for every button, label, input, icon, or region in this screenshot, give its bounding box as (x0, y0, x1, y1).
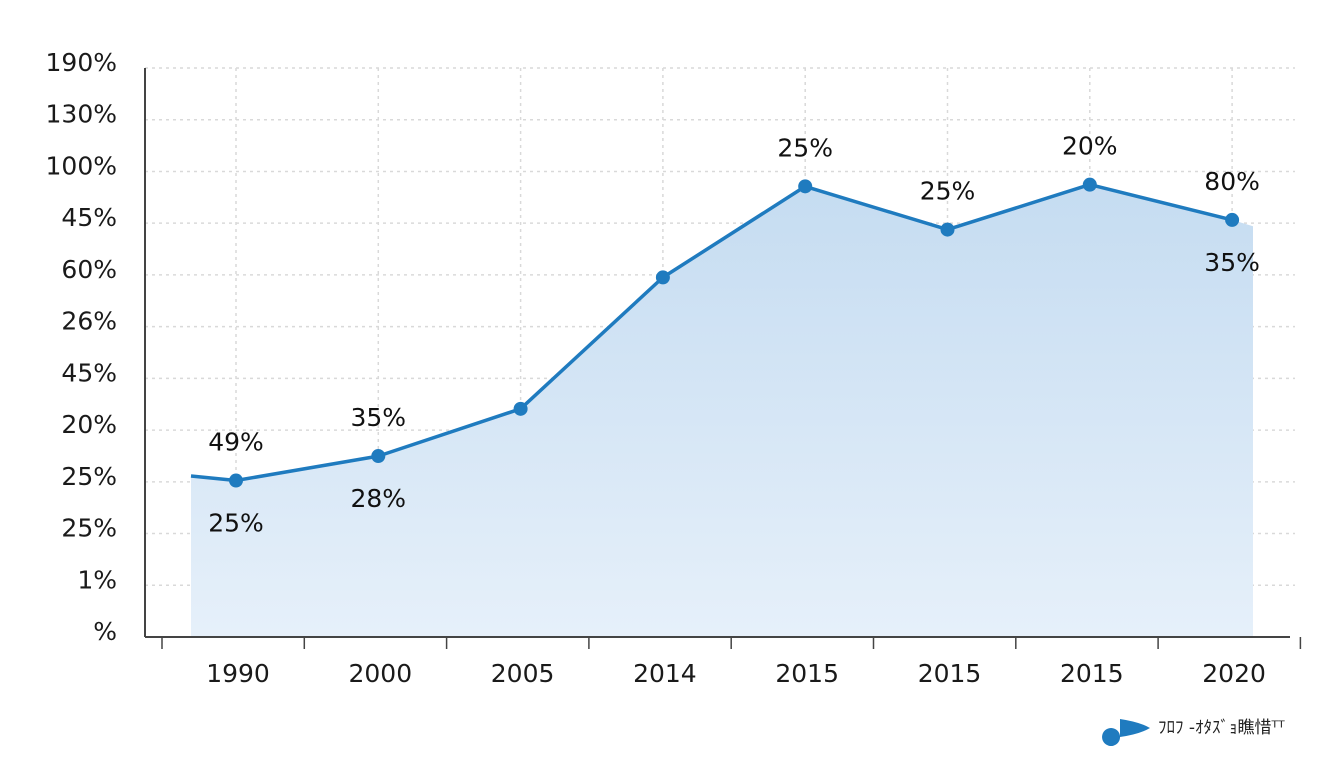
x-axis-ticks: 1990 2000 2005 2014 2015 2015 2015 2020 (206, 659, 1266, 688)
data-label-above: 20% (1062, 132, 1118, 161)
data-label-below: 28% (351, 484, 407, 513)
y-tick-label: 45% (61, 358, 117, 387)
x-tick-label: 1990 (206, 659, 270, 688)
data-label-above: 25% (920, 177, 976, 206)
data-points (229, 177, 1240, 488)
area-fill (191, 184, 1253, 637)
data-point (371, 449, 386, 464)
y-tick-label: 25% (61, 462, 117, 491)
axes (144, 68, 1302, 649)
y-tick-label: 45% (61, 203, 117, 232)
data-label-below: 25% (208, 509, 264, 538)
x-tick-label: 2014 (633, 659, 697, 688)
y-tick-label: % (93, 617, 117, 646)
x-tick-label: 2015 (775, 659, 839, 688)
x-tick-label: 2005 (491, 659, 555, 688)
data-label-above: 80% (1204, 167, 1260, 196)
legend-swatch-icon (1102, 719, 1150, 746)
data-label-above: 49% (208, 428, 264, 457)
y-axis-ticks: 190% 130% 100% 45% 60% 26% 45% 20% 25% 25% 1%% (46, 48, 117, 646)
data-point (1225, 212, 1240, 227)
data-labels: 49% 25% 35% 28% 25% 25% 20% 80% 35% (208, 132, 1260, 538)
x-tick-label: 2015 (918, 659, 982, 688)
x-tick-label: 2015 (1060, 659, 1124, 688)
data-label-above: 35% (351, 403, 407, 432)
legend: ﾌﾛﾌ -ｵﾀｽﾞｮ瞧惜ᵀᵀ (1102, 718, 1285, 746)
x-tick-label: 2000 (348, 659, 412, 688)
y-tick-label: 130% (46, 100, 117, 129)
data-label-below: 35% (1204, 248, 1260, 277)
y-tick-label: 20% (61, 410, 117, 439)
x-tick-label: 2020 (1202, 659, 1266, 688)
data-point (940, 222, 955, 237)
data-point (798, 179, 813, 194)
legend-label: ﾌﾛﾌ -ｵﾀｽﾞｮ瞧惜ᵀᵀ (1158, 718, 1285, 738)
data-label-above: 25% (777, 133, 833, 162)
data-point (513, 401, 528, 416)
data-point (229, 473, 243, 488)
y-tick-label: 100% (46, 151, 117, 180)
y-tick-label: 1% (77, 565, 117, 594)
data-point (1082, 177, 1097, 192)
y-tick-label: 25% (61, 514, 117, 543)
data-point (655, 270, 670, 285)
y-tick-label: 60% (61, 255, 117, 284)
y-tick-label: 26% (61, 307, 117, 336)
y-tick-label: 190% (46, 48, 117, 77)
